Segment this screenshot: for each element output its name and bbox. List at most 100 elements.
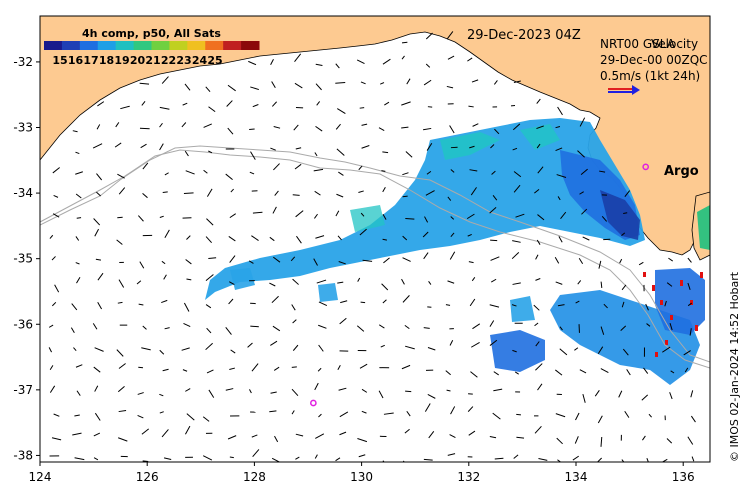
velocity-arrow — [559, 326, 563, 331]
velocity-arrow — [141, 347, 151, 351]
velocity-arrow — [422, 231, 429, 238]
velocity-arrow — [467, 406, 474, 412]
velocity-arrow — [445, 370, 451, 376]
velocity-arrow — [52, 167, 60, 174]
velocity-arrow — [358, 454, 366, 458]
velocity-arrow — [137, 392, 144, 395]
velocity-arrow — [489, 320, 495, 327]
velocity-arrow — [230, 349, 236, 354]
velocity-arrow — [206, 327, 212, 334]
velocity-label: Velocity — [651, 37, 698, 51]
x-tick-label: 132 — [457, 470, 480, 484]
velocity-arrow — [272, 256, 281, 263]
velocity-arrow — [536, 125, 544, 130]
velocity-arrow — [599, 170, 606, 173]
velocity-legend: NRT00 GSLA Velocity 29-Dec-00 00ZQC 0.5m… — [600, 37, 708, 95]
y-tick-label: -33 — [13, 121, 33, 135]
velocity-arrow — [318, 301, 328, 307]
velocity-arrow — [205, 304, 212, 309]
velocity-arrow — [186, 413, 195, 421]
velocity-arrow — [404, 428, 410, 434]
velocity-arrow — [687, 302, 693, 307]
velocity-arrow — [291, 388, 299, 397]
velocity-arrow — [534, 322, 539, 327]
velocity-arrow — [601, 215, 608, 222]
velocity-arrow — [272, 206, 277, 214]
velocity-arrow — [315, 433, 325, 439]
velocity-arrow — [252, 449, 260, 458]
colorbar-tick-label: 19 — [114, 54, 129, 67]
scale-label: 0.5m/s (1kt 24h) — [600, 69, 700, 83]
velocity-arrow — [92, 323, 98, 330]
velocity-arrow — [159, 349, 165, 355]
velocity-arrow — [467, 57, 473, 62]
velocity-arrow — [582, 236, 590, 241]
velocity-arrow — [382, 151, 389, 154]
velocity-arrow — [76, 217, 82, 219]
velocity-arrow — [141, 428, 150, 435]
velocity-arrow — [73, 347, 77, 352]
velocity-arrow — [621, 284, 627, 291]
date-label: 29-Dec-2023 04Z — [467, 28, 581, 43]
velocity-arrow — [555, 147, 563, 152]
velocity-arrow — [638, 261, 644, 266]
velocity-arrow — [447, 280, 455, 284]
velocity-arrow — [295, 456, 300, 460]
velocity-arrow — [318, 344, 324, 352]
velocity-arrow — [315, 63, 323, 67]
velocity-arrow — [362, 259, 373, 262]
velocity-arrow — [381, 170, 386, 172]
velocity-arrow — [315, 83, 322, 91]
colorbar-swatch — [223, 41, 242, 50]
argo-float-marker — [642, 163, 650, 171]
velocity-arrow — [471, 277, 476, 282]
velocity-arrow — [337, 235, 342, 241]
velocity-arrow — [383, 412, 394, 415]
velocity-arrow — [74, 414, 80, 417]
velocity-arrow — [512, 282, 521, 285]
velocity-arrow — [271, 295, 279, 304]
velocity-arrow — [426, 170, 432, 175]
velocity-arrow — [94, 347, 104, 352]
colorbar-tick-label: 16 — [68, 54, 84, 67]
velocity-arrow — [205, 342, 213, 351]
velocity-arrow — [401, 278, 405, 285]
velocity-arrow — [249, 171, 255, 175]
velocity-arrow — [621, 232, 626, 237]
velocity-arrow — [427, 394, 436, 399]
velocity-arrow — [186, 235, 191, 240]
velocity-arrow — [494, 457, 504, 460]
velocity-arrow — [337, 108, 346, 115]
velocity-arrow — [252, 104, 259, 108]
velocity-arrow — [93, 366, 101, 373]
velocity-arrow — [445, 304, 451, 306]
colorbar-tick-label: 24 — [192, 54, 208, 67]
velocity-arrow — [183, 192, 194, 194]
velocity-arrow — [401, 101, 411, 106]
velocity-arrow — [92, 143, 103, 149]
colorbar-tick-label: 17 — [83, 54, 98, 67]
velocity-arrow — [536, 98, 541, 104]
velocity-arrow — [512, 349, 517, 353]
velocity-arrow — [513, 80, 521, 83]
velocity-arrow — [511, 304, 517, 307]
argo-label: Argo — [664, 164, 699, 179]
velocity-arrow — [294, 82, 303, 89]
velocity-arrow — [337, 364, 341, 370]
velocity-arrow — [314, 382, 319, 391]
velocity-arrow — [423, 127, 432, 131]
velocity-arrow — [250, 325, 259, 328]
velocity-arrow — [335, 63, 340, 69]
velocity-arrow — [468, 430, 476, 436]
velocity-arrow — [472, 123, 479, 127]
velocity-arrow — [468, 261, 474, 264]
velocity-arrow — [138, 366, 144, 369]
velocity-arrow — [292, 344, 299, 351]
velocity-arrow — [383, 257, 390, 264]
velocity-arrow — [228, 236, 236, 242]
qc-label: 29-Dec-00 00ZQC — [600, 53, 708, 67]
velocity-arrow — [516, 413, 521, 416]
velocity-arrow — [142, 325, 147, 330]
velocity-arrow — [97, 272, 104, 281]
velocity-arrow — [228, 298, 234, 305]
